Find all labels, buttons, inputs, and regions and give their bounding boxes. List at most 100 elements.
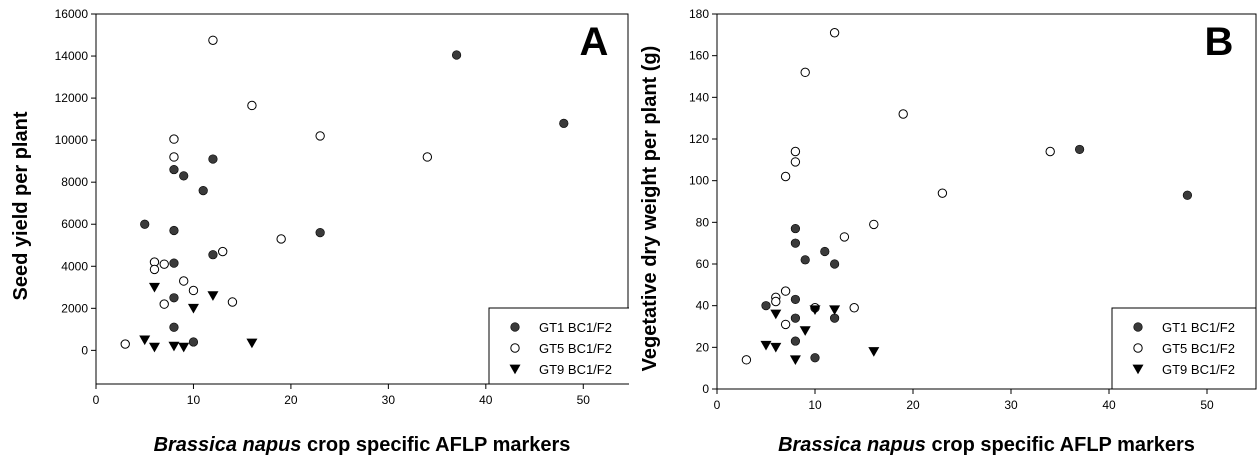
data-point [790, 238, 800, 248]
y-axis-label: Vegetative dry weight per plant (g) [639, 46, 661, 372]
x-axis-label-rest: crop specific AFLP markers [301, 434, 570, 456]
data-point [1075, 144, 1085, 155]
data-point [809, 305, 821, 316]
legend-label: GT5 BC1/F2 [539, 341, 612, 356]
x-tick-label: 40 [1102, 398, 1116, 412]
legend-label: GT1 BC1/F2 [539, 320, 612, 335]
data-point [168, 341, 180, 352]
plot-frame-b [716, 13, 1257, 390]
data-point [830, 313, 840, 323]
data-point [898, 109, 908, 119]
data-point [1182, 190, 1193, 200]
plot-frame-a [95, 13, 629, 385]
data-point [760, 340, 772, 351]
data-point [800, 67, 810, 78]
data-point [178, 342, 190, 353]
x-axis-label: Brassica napus crop specific AFLP marker… [778, 434, 1195, 456]
y-tick-label: 120 [689, 132, 709, 146]
x-tick-label: 10 [808, 398, 822, 412]
chart-panel-a: 0 2000 4000 6000 8000 10000 12000 14000 16000 0 10… [10, 7, 629, 456]
data-point [790, 313, 800, 323]
data-point [149, 264, 160, 275]
data-point [790, 157, 801, 167]
x-axis-label-italic: Brassica napus [154, 434, 302, 456]
data-point [208, 250, 218, 260]
data-point [188, 337, 199, 347]
data-point [159, 299, 169, 309]
data-point [790, 294, 800, 305]
data-point [1045, 146, 1055, 157]
data-point [789, 355, 801, 366]
data-point [198, 185, 208, 196]
x-tick-label: 20 [284, 393, 298, 407]
data-point [208, 35, 218, 45]
x-tick-label: 30 [382, 393, 396, 407]
y-tick-label: 100 [689, 174, 709, 188]
data-point [188, 285, 199, 296]
x-tick-label: 40 [479, 393, 493, 407]
data-point [159, 259, 169, 269]
data-point [829, 28, 840, 38]
data-point [790, 223, 800, 234]
y-tick-label: 6000 [61, 217, 88, 231]
data-point [869, 219, 879, 230]
x-tick-label: 20 [906, 398, 920, 412]
y-tick-label: 160 [689, 49, 709, 63]
legend-label: GT9 BC1/F2 [539, 362, 612, 377]
data-point [451, 50, 462, 60]
x-tick-label: 50 [1200, 398, 1214, 412]
data-point [169, 322, 179, 332]
data-point [315, 228, 325, 238]
chart-panel-b: 0 20 40 60 80 100 120 140 160 180 0 10 20 30 40 50 Brass… [639, 7, 1257, 456]
y-tick-label: 80 [696, 215, 710, 229]
data-point [790, 146, 801, 157]
y-tick-label: 180 [689, 7, 709, 21]
data-point [169, 293, 179, 303]
data-point [120, 339, 130, 349]
x-axis-label: Brassica napus crop specific AFLP marker… [154, 434, 571, 456]
y-tick-label: 8000 [61, 175, 88, 189]
data-point [179, 276, 189, 286]
data-point [169, 225, 179, 236]
y-tick-label: 16000 [55, 7, 89, 21]
y-axis-label: Seed yield per plant [10, 111, 32, 300]
legend-label: GT5 BC1/F2 [1162, 341, 1235, 356]
data-point [187, 303, 199, 314]
data-point [830, 259, 840, 269]
y-tick-label: 0 [702, 382, 709, 396]
y-tick-label: 0 [81, 343, 88, 357]
data-point [780, 286, 791, 296]
data-point [790, 336, 800, 346]
legend-marker [1133, 343, 1143, 353]
y-tick-label: 40 [696, 299, 710, 313]
y-tick-label: 10000 [55, 133, 89, 147]
data-point [937, 188, 948, 198]
data-point [770, 342, 782, 353]
x-tick-label: 0 [714, 398, 721, 412]
data-point [315, 131, 325, 141]
x-tick-label: 30 [1004, 398, 1018, 412]
legend-label: GT1 BC1/F2 [1162, 320, 1235, 335]
panel-letter: A [580, 20, 609, 64]
legend-marker [510, 322, 520, 332]
data-point [829, 305, 841, 316]
data-point [217, 246, 228, 257]
data-point [139, 335, 151, 346]
data-point [780, 319, 791, 330]
y-tick-label: 20 [696, 340, 710, 354]
y-tick-label: 140 [689, 90, 709, 104]
data-point [207, 291, 219, 301]
data-point [422, 152, 433, 162]
data-point [179, 171, 189, 181]
data-point [140, 219, 150, 229]
data-point [800, 255, 810, 265]
x-tick-label: 50 [577, 393, 591, 407]
data-point [780, 171, 791, 182]
data-point [868, 347, 880, 357]
data-point [799, 326, 811, 336]
data-point [247, 100, 257, 111]
data-point [741, 355, 752, 365]
data-point [820, 246, 830, 257]
data-point [208, 154, 218, 164]
data-point [276, 234, 286, 244]
